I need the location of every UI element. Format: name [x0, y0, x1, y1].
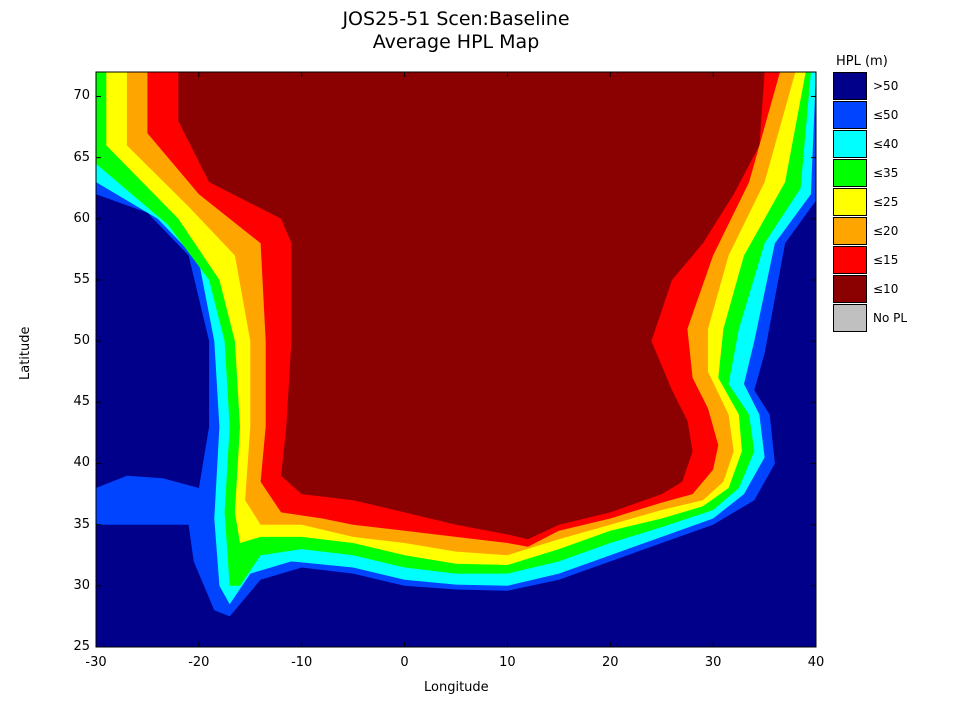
y-tick-label: 25: [73, 639, 90, 654]
legend-label: ≤50: [873, 108, 899, 122]
chart-title-line2: Average HPL Map: [372, 31, 540, 53]
x-tick-label: 20: [602, 655, 619, 670]
legend-swatch: [833, 159, 867, 187]
y-tick-label: 55: [73, 271, 90, 287]
legend-label: ≤40: [873, 137, 899, 151]
legend-item: No PL: [833, 304, 953, 333]
plot-area: [96, 72, 816, 647]
legend-label: ≤10: [873, 282, 899, 296]
legend-item: ≤20: [833, 217, 953, 246]
chart-title-line1: JOS25-51 Scen:Baseline: [342, 8, 570, 30]
legend-item: ≤15: [833, 246, 953, 275]
legend-item: ≤25: [833, 188, 953, 217]
x-tick-label: -30: [85, 655, 107, 670]
legend-swatch: [833, 217, 867, 245]
legend-item: >50: [833, 72, 953, 101]
legend-swatch: [833, 304, 867, 332]
legend-item: ≤40: [833, 130, 953, 159]
legend-label: No PL: [873, 311, 908, 325]
y-tick-label: 45: [73, 394, 90, 410]
x-tick-label: 10: [499, 655, 516, 670]
legend-swatch: [833, 188, 867, 216]
plot-frame: [95, 71, 817, 648]
legend-label: ≤25: [873, 195, 899, 209]
legend-swatch: [833, 275, 867, 303]
axis-ticks: [95, 72, 817, 648]
x-axis-label: Longitude: [424, 680, 489, 695]
y-axis-label: Latitude: [18, 326, 33, 380]
y-tick-label: 35: [73, 516, 90, 532]
legend-swatch: [833, 101, 867, 129]
legend-item: ≤35: [833, 159, 953, 188]
legend-swatch: [833, 246, 867, 274]
legend-label: >50: [873, 79, 899, 93]
legend-label: ≤35: [873, 166, 899, 180]
legend-title: HPL (m): [836, 54, 888, 69]
hpl-contour-band-7: [178, 72, 765, 540]
legend-label: ≤15: [873, 253, 899, 267]
legend-swatch: [833, 72, 867, 100]
y-tick-label: 70: [73, 88, 90, 104]
y-tick-label: 30: [73, 577, 90, 593]
x-tick-label: 40: [807, 655, 825, 670]
y-tick-label: 60: [73, 210, 90, 226]
x-tick-label: -20: [188, 655, 210, 670]
y-tick-label: 40: [73, 455, 90, 471]
legend-item: ≤10: [833, 275, 953, 304]
y-tick-label: 65: [73, 149, 90, 165]
x-tick-label: 0: [400, 655, 409, 670]
legend-label: ≤20: [873, 224, 899, 238]
legend-swatch: [833, 130, 867, 158]
legend-item: ≤50: [833, 101, 953, 130]
y-tick-label: 50: [73, 333, 90, 349]
x-tick-label: 30: [704, 655, 722, 670]
x-tick-label: -10: [291, 655, 313, 670]
